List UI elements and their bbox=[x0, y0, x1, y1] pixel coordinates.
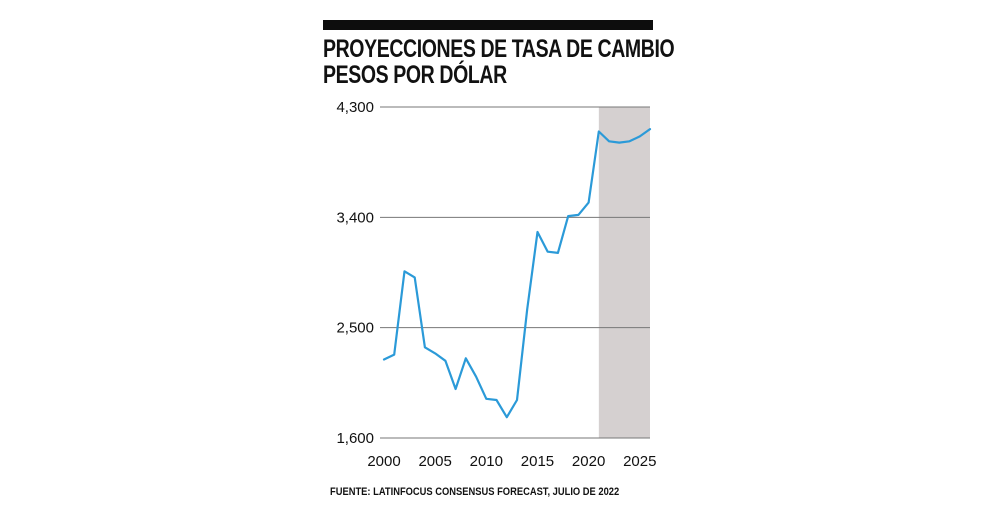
forecast-band bbox=[598, 107, 650, 438]
x-tick-label-2020: 2020 bbox=[572, 453, 605, 470]
chart-title-line-2: PESOS POR DÓLAR bbox=[323, 61, 507, 89]
x-tick-label-2000: 2000 bbox=[367, 453, 400, 470]
x-tick-label-2010: 2010 bbox=[470, 453, 503, 470]
x-tick-label-2025: 2025 bbox=[623, 453, 656, 470]
title-bar-rule bbox=[323, 20, 653, 30]
x-tick-label-2005: 2005 bbox=[418, 453, 451, 470]
x-tick-label-2015: 2015 bbox=[521, 453, 554, 470]
chart-title-line-1: PROYECCIONES DE TASA DE CAMBIO bbox=[323, 35, 675, 63]
y-tick-label-1600: 1,600 bbox=[336, 430, 374, 447]
chart-title: PROYECCIONES DE TASA DE CAMBIO PESOS POR… bbox=[323, 35, 675, 89]
source-note: FUENTE: LATINFOCUS CONSENSUS FORECAST, J… bbox=[330, 486, 620, 498]
series-line-0 bbox=[382, 128, 652, 419]
y-tick-label-4300: 4,300 bbox=[336, 99, 374, 116]
y-tick-label-2500: 2,500 bbox=[336, 320, 374, 337]
y-tick-label-3400: 3,400 bbox=[336, 209, 374, 226]
